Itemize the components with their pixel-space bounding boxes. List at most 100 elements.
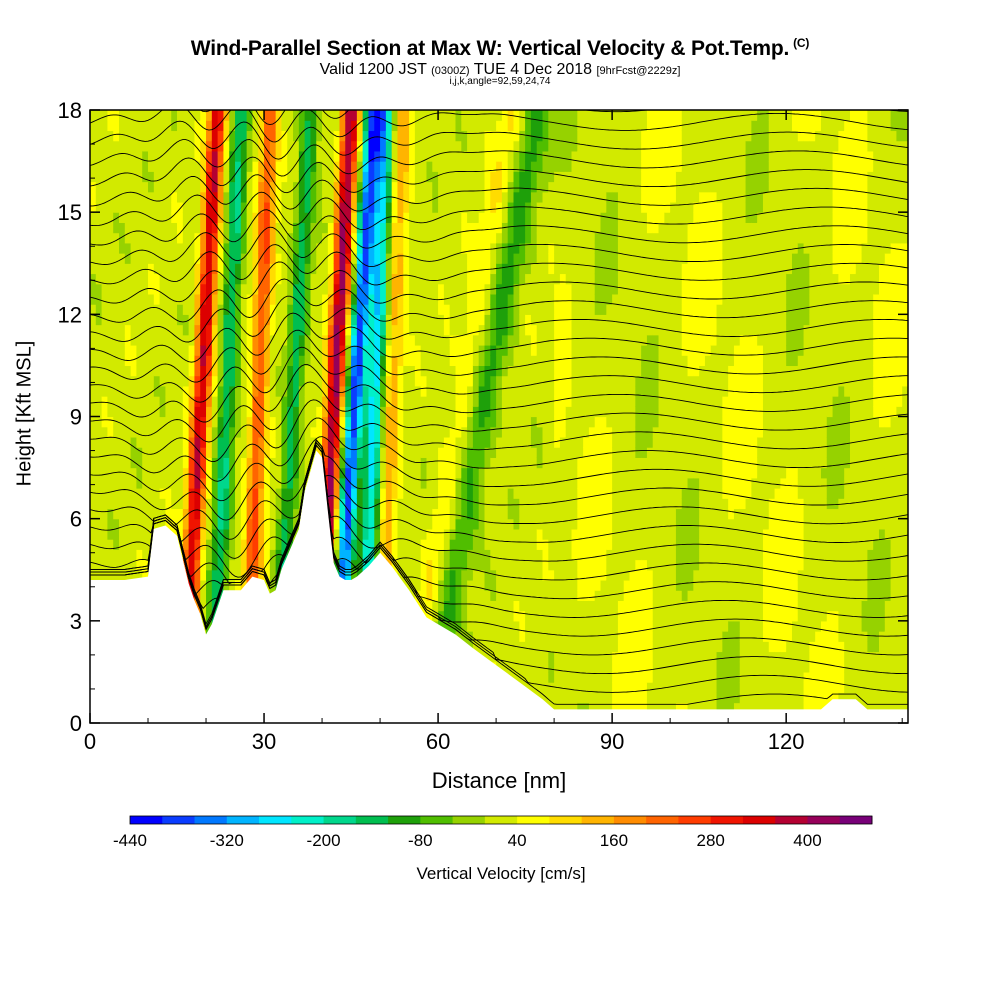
velocity-cell xyxy=(200,344,207,356)
velocity-cell xyxy=(426,477,433,489)
velocity-cell xyxy=(559,150,567,162)
velocity-cell xyxy=(542,365,549,377)
velocity-cell xyxy=(211,222,219,234)
velocity-cell xyxy=(177,161,184,172)
velocity-cell xyxy=(124,212,132,223)
velocity-cell xyxy=(530,334,538,346)
velocity-cell xyxy=(171,324,178,336)
velocity-cell xyxy=(293,365,300,377)
velocity-cell xyxy=(385,447,393,458)
velocity-cell xyxy=(119,528,126,540)
velocity-cell xyxy=(240,344,248,356)
velocity-cell xyxy=(113,518,120,530)
velocity-cell xyxy=(235,498,242,510)
velocity-cell xyxy=(130,161,138,172)
velocity-cell xyxy=(414,283,422,295)
velocity-cell xyxy=(119,314,126,326)
velocity-cell xyxy=(385,488,393,499)
velocity-cell xyxy=(310,242,317,254)
velocity-cell xyxy=(327,406,335,418)
velocity-cell xyxy=(333,477,341,489)
velocity-cell xyxy=(385,150,393,162)
velocity-cell xyxy=(391,120,399,132)
velocity-cell xyxy=(380,130,387,142)
velocity-cell xyxy=(374,324,381,336)
velocity-cell xyxy=(554,488,561,499)
velocity-cell xyxy=(246,426,254,438)
velocity-cell xyxy=(519,191,526,203)
velocity-cell xyxy=(519,283,526,295)
velocity-cell xyxy=(287,477,294,489)
velocity-cell xyxy=(240,488,248,499)
velocity-cell xyxy=(240,140,248,152)
velocity-cell xyxy=(467,436,474,448)
velocity-cell xyxy=(472,161,480,172)
velocity-cell xyxy=(229,110,236,121)
velocity-cell xyxy=(200,130,207,142)
velocity-cell xyxy=(455,396,462,407)
velocity-cell xyxy=(409,365,416,377)
velocity-cell xyxy=(269,539,277,550)
velocity-cell xyxy=(304,110,312,121)
velocity-cell xyxy=(130,283,138,295)
velocity-cell xyxy=(484,488,491,499)
velocity-cell xyxy=(240,110,248,121)
velocity-cell xyxy=(188,130,196,142)
velocity-cell xyxy=(206,539,213,550)
velocity-cell xyxy=(124,508,132,520)
velocity-cell xyxy=(211,579,219,591)
velocity-cell xyxy=(211,181,219,193)
velocity-cell xyxy=(397,416,404,428)
velocity-cell xyxy=(385,355,393,367)
velocity-cell xyxy=(316,436,323,448)
velocity-cell xyxy=(142,293,149,305)
velocity-cell xyxy=(565,610,573,622)
velocity-cell xyxy=(130,324,138,336)
velocity-cell xyxy=(200,222,207,234)
velocity-cell xyxy=(443,283,451,295)
velocity-cell xyxy=(565,671,573,683)
velocity-cell xyxy=(293,263,300,275)
velocity-cell xyxy=(368,498,375,510)
velocity-cell xyxy=(188,447,196,458)
velocity-cell xyxy=(252,426,259,438)
velocity-cell xyxy=(287,171,294,183)
velocity-cell xyxy=(525,375,532,387)
velocity-cell xyxy=(490,212,497,223)
velocity-cell xyxy=(246,324,254,336)
velocity-cell xyxy=(194,232,201,244)
velocity-cell xyxy=(362,539,370,550)
velocity-cell xyxy=(113,222,120,234)
velocity-cell xyxy=(217,334,225,346)
velocity-cell xyxy=(391,539,399,550)
velocity-cell xyxy=(507,191,515,203)
velocity-cell xyxy=(461,150,468,162)
velocity-cell xyxy=(101,253,109,264)
velocity-cell xyxy=(484,181,491,193)
velocity-cell xyxy=(472,130,480,142)
velocity-cell xyxy=(229,385,236,397)
velocity-cell xyxy=(142,222,149,234)
velocity-cell xyxy=(362,528,370,540)
velocity-cell xyxy=(269,130,277,142)
velocity-cell xyxy=(95,304,103,315)
velocity-cell xyxy=(414,110,422,121)
velocity-cell xyxy=(275,467,283,479)
velocity-cell xyxy=(455,324,462,336)
velocity-cell xyxy=(496,191,503,203)
velocity-cell xyxy=(484,559,491,571)
velocity-cell xyxy=(211,416,219,428)
velocity-cell xyxy=(240,304,248,315)
velocity-cell xyxy=(507,242,515,254)
velocity-cell xyxy=(391,426,399,438)
velocity-cell xyxy=(426,508,433,520)
velocity-cell xyxy=(287,212,294,223)
velocity-cell xyxy=(142,273,149,285)
velocity-cell xyxy=(472,631,480,642)
velocity-cell xyxy=(293,161,300,172)
velocity-cell xyxy=(345,273,352,285)
velocity-cell xyxy=(229,181,236,193)
velocity-cell xyxy=(130,406,138,418)
velocity-cell xyxy=(223,416,230,428)
velocity-cell xyxy=(304,232,312,244)
